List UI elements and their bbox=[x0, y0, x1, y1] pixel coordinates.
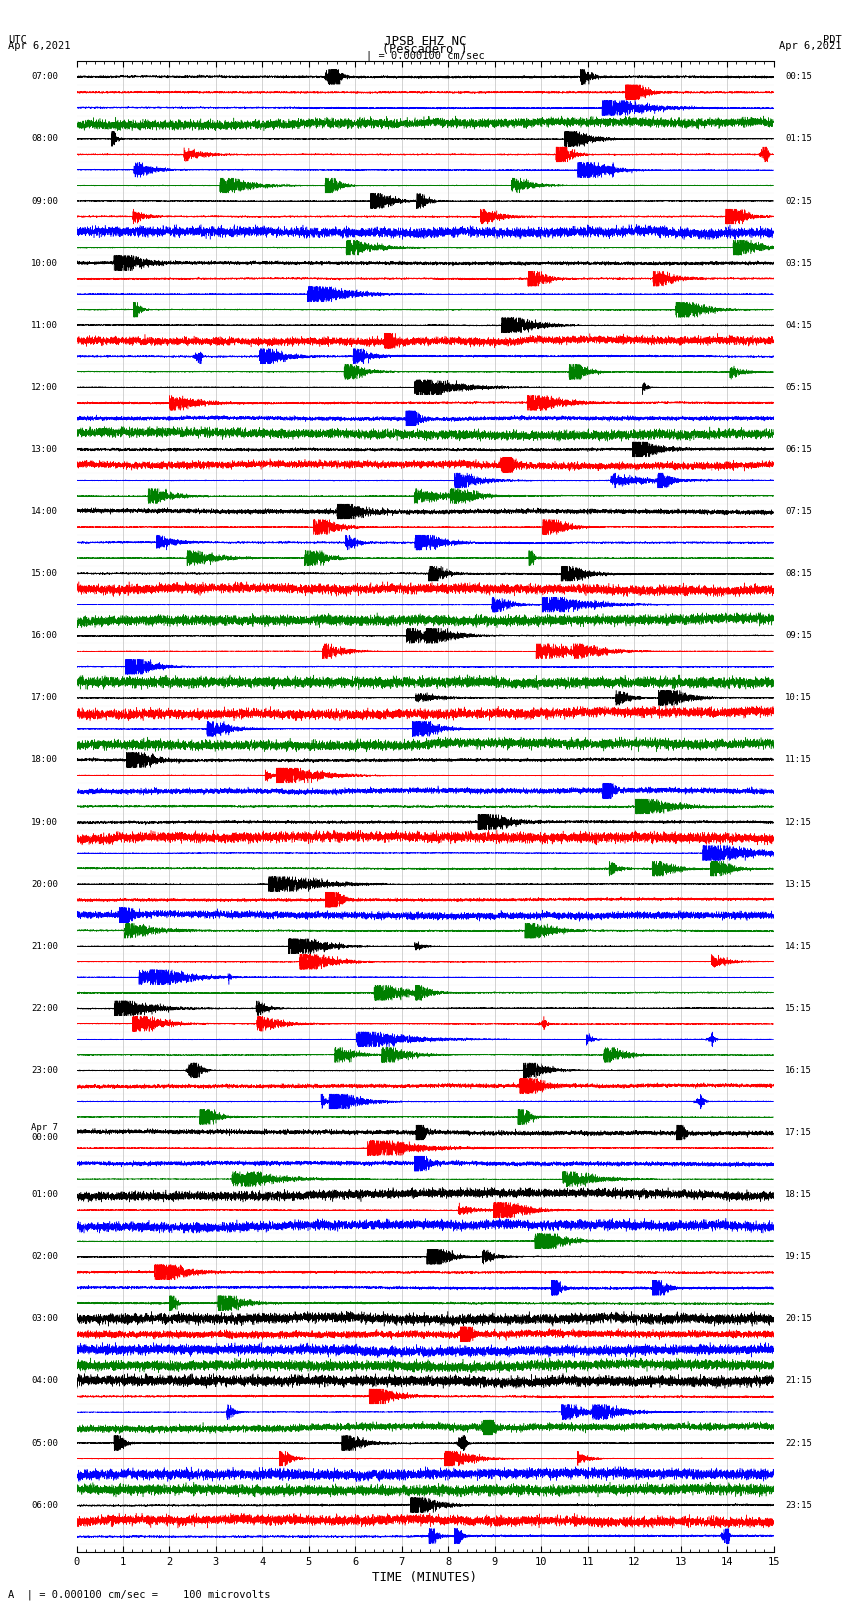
Text: 21:15: 21:15 bbox=[785, 1376, 812, 1386]
Text: 22:15: 22:15 bbox=[785, 1439, 812, 1447]
Text: 06:15: 06:15 bbox=[785, 445, 812, 453]
Text: 14:00: 14:00 bbox=[31, 506, 58, 516]
Text: 02:15: 02:15 bbox=[785, 197, 812, 205]
Text: 07:00: 07:00 bbox=[31, 73, 58, 81]
Text: 04:00: 04:00 bbox=[31, 1376, 58, 1386]
Text: 18:00: 18:00 bbox=[31, 755, 58, 765]
Text: 12:00: 12:00 bbox=[31, 382, 58, 392]
Text: Apr 6,2021: Apr 6,2021 bbox=[8, 40, 71, 52]
Text: 12:15: 12:15 bbox=[785, 818, 812, 826]
Text: 07:15: 07:15 bbox=[785, 506, 812, 516]
Text: 04:15: 04:15 bbox=[785, 321, 812, 329]
Text: UTC: UTC bbox=[8, 35, 27, 45]
Text: 01:00: 01:00 bbox=[31, 1190, 58, 1198]
Text: Apr 7
00:00: Apr 7 00:00 bbox=[31, 1123, 58, 1142]
Text: 00:15: 00:15 bbox=[785, 73, 812, 81]
Text: 19:15: 19:15 bbox=[785, 1252, 812, 1261]
X-axis label: TIME (MINUTES): TIME (MINUTES) bbox=[372, 1571, 478, 1584]
Text: | = 0.000100 cm/sec: | = 0.000100 cm/sec bbox=[366, 50, 484, 61]
Text: 05:00: 05:00 bbox=[31, 1439, 58, 1447]
Text: 13:00: 13:00 bbox=[31, 445, 58, 453]
Text: 23:00: 23:00 bbox=[31, 1066, 58, 1074]
Text: 21:00: 21:00 bbox=[31, 942, 58, 950]
Text: 13:15: 13:15 bbox=[785, 879, 812, 889]
Text: 18:15: 18:15 bbox=[785, 1190, 812, 1198]
Text: 17:00: 17:00 bbox=[31, 694, 58, 702]
Text: 06:00: 06:00 bbox=[31, 1500, 58, 1510]
Text: 11:00: 11:00 bbox=[31, 321, 58, 329]
Text: 22:00: 22:00 bbox=[31, 1003, 58, 1013]
Text: 09:15: 09:15 bbox=[785, 631, 812, 640]
Text: 02:00: 02:00 bbox=[31, 1252, 58, 1261]
Text: A  | = 0.000100 cm/sec =    100 microvolts: A | = 0.000100 cm/sec = 100 microvolts bbox=[8, 1589, 271, 1600]
Text: 05:15: 05:15 bbox=[785, 382, 812, 392]
Text: 09:00: 09:00 bbox=[31, 197, 58, 205]
Text: (Pescadero ): (Pescadero ) bbox=[382, 44, 468, 56]
Text: 10:15: 10:15 bbox=[785, 694, 812, 702]
Text: 10:00: 10:00 bbox=[31, 258, 58, 268]
Text: 15:15: 15:15 bbox=[785, 1003, 812, 1013]
Text: 23:15: 23:15 bbox=[785, 1500, 812, 1510]
Text: 08:15: 08:15 bbox=[785, 569, 812, 577]
Text: 17:15: 17:15 bbox=[785, 1127, 812, 1137]
Text: 16:00: 16:00 bbox=[31, 631, 58, 640]
Text: JPSB EHZ NC: JPSB EHZ NC bbox=[383, 35, 467, 48]
Text: Apr 6,2021: Apr 6,2021 bbox=[779, 40, 842, 52]
Text: 11:15: 11:15 bbox=[785, 755, 812, 765]
Text: 08:00: 08:00 bbox=[31, 134, 58, 144]
Text: 15:00: 15:00 bbox=[31, 569, 58, 577]
Text: 14:15: 14:15 bbox=[785, 942, 812, 950]
Text: PDT: PDT bbox=[823, 35, 842, 45]
Text: 03:00: 03:00 bbox=[31, 1315, 58, 1323]
Text: 20:00: 20:00 bbox=[31, 879, 58, 889]
Text: 16:15: 16:15 bbox=[785, 1066, 812, 1074]
Text: 01:15: 01:15 bbox=[785, 134, 812, 144]
Text: 19:00: 19:00 bbox=[31, 818, 58, 826]
Text: 20:15: 20:15 bbox=[785, 1315, 812, 1323]
Text: 03:15: 03:15 bbox=[785, 258, 812, 268]
